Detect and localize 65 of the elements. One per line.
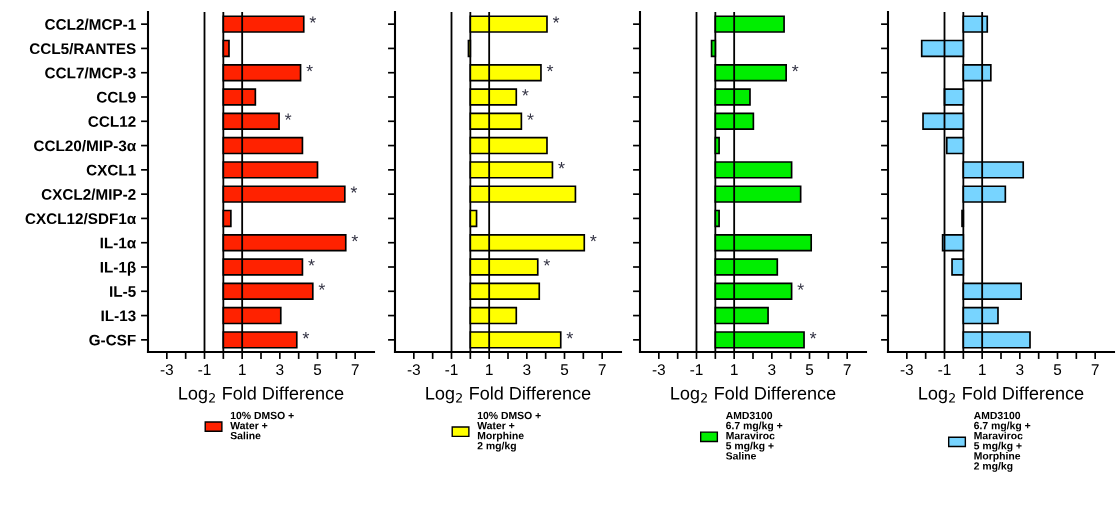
y-tick-label: CXCL1 xyxy=(86,164,136,176)
x-tick-label: 1 xyxy=(979,364,986,375)
legend-label: AMD3100 6.7 mg/kg + Maraviroc 5 mg/kg + Saline xyxy=(725,411,783,460)
x-tick-label: 3 xyxy=(523,364,531,376)
y-tick-label: IL-5 xyxy=(110,286,136,297)
x-axis-title: Log$_{2}$ Fold Difference xyxy=(671,386,836,404)
legend-label: AMD3100 6.7 mg/kg + Maraviroc 5 mg/kg + Morphine 2 mg/kg xyxy=(973,411,1031,472)
legend-label: 10% DMSO + Water + Saline xyxy=(230,411,294,440)
annotation: * xyxy=(566,332,574,339)
x-tick-label: 7 xyxy=(1091,364,1099,375)
x-tick-label: -1 xyxy=(445,364,458,375)
annotation: * xyxy=(797,283,804,290)
x-axis-title: Log$_{2}$ Fold Difference xyxy=(426,386,591,404)
y-tick-label: CCL9 xyxy=(96,91,136,103)
x-tick-label: 5 xyxy=(313,364,322,376)
y-tick-label: CXCL2/MIP-2 xyxy=(41,188,136,200)
annotation: * xyxy=(309,16,317,23)
annotation: * xyxy=(308,259,315,266)
x-tick-label: -1 xyxy=(690,364,703,375)
annotation: * xyxy=(306,64,313,72)
annotation: * xyxy=(590,234,597,242)
annotation: * xyxy=(351,234,359,242)
y-tick-label: CXCL12/SDF1α xyxy=(25,212,137,225)
annotation: * xyxy=(543,259,551,266)
x-tick-label: -1 xyxy=(198,364,211,375)
annotation: * xyxy=(350,186,358,193)
x-tick-label: 5 xyxy=(1053,364,1062,376)
x-tick-label: -3 xyxy=(160,364,173,376)
x-tick-label: 1 xyxy=(486,364,493,375)
annotation: * xyxy=(527,113,534,120)
x-tick-label: 7 xyxy=(843,364,851,375)
legend-label: 10% DMSO + Water + Morphine 2 mg/kg xyxy=(477,411,541,452)
x-tick-label: 3 xyxy=(768,364,776,376)
x-tick-label: -1 xyxy=(938,364,951,375)
x-tick-label: 3 xyxy=(1016,364,1024,376)
y-tick-label: IL-1β xyxy=(100,261,136,276)
y-tick-label: CCL5/RANTES xyxy=(29,42,136,55)
x-tick-label: 5 xyxy=(560,364,569,376)
x-tick-label: -3 xyxy=(652,364,665,376)
x-tick-label: 7 xyxy=(351,364,359,375)
y-tick-label: CCL12 xyxy=(88,116,136,127)
y-tick-label: G-CSF xyxy=(89,334,136,346)
y-tick-label: CCL2/MCP-1 xyxy=(45,18,136,30)
x-tick-label: -3 xyxy=(407,364,420,376)
y-tick-label: CCL20/MIP-3α xyxy=(34,140,137,152)
annotation: * xyxy=(558,162,565,169)
x-axis-title: Log$_{2}$ Fold Difference xyxy=(179,386,344,404)
x-tick-label: 1 xyxy=(239,364,246,375)
x-tick-label: 7 xyxy=(598,364,606,375)
x-tick-label: 3 xyxy=(276,364,284,376)
annotation: * xyxy=(809,332,817,339)
x-tick-label: 1 xyxy=(731,364,738,375)
annotation: * xyxy=(318,283,326,290)
annotation: * xyxy=(546,64,554,72)
x-tick-label: 5 xyxy=(805,364,814,376)
annotation: * xyxy=(791,64,799,72)
x-axis-title: Log$_{2}$ Fold Difference xyxy=(919,386,1084,404)
annotation: * xyxy=(522,89,529,96)
y-tick-label: IL-13 xyxy=(101,310,136,322)
y-tick-label: CCL7/MCP-3 xyxy=(45,67,136,79)
annotation: * xyxy=(552,16,560,23)
annotation: * xyxy=(302,332,310,339)
x-tick-label: -3 xyxy=(900,364,913,376)
annotation: * xyxy=(284,113,292,120)
y-tick-label: IL-1α xyxy=(100,237,137,249)
